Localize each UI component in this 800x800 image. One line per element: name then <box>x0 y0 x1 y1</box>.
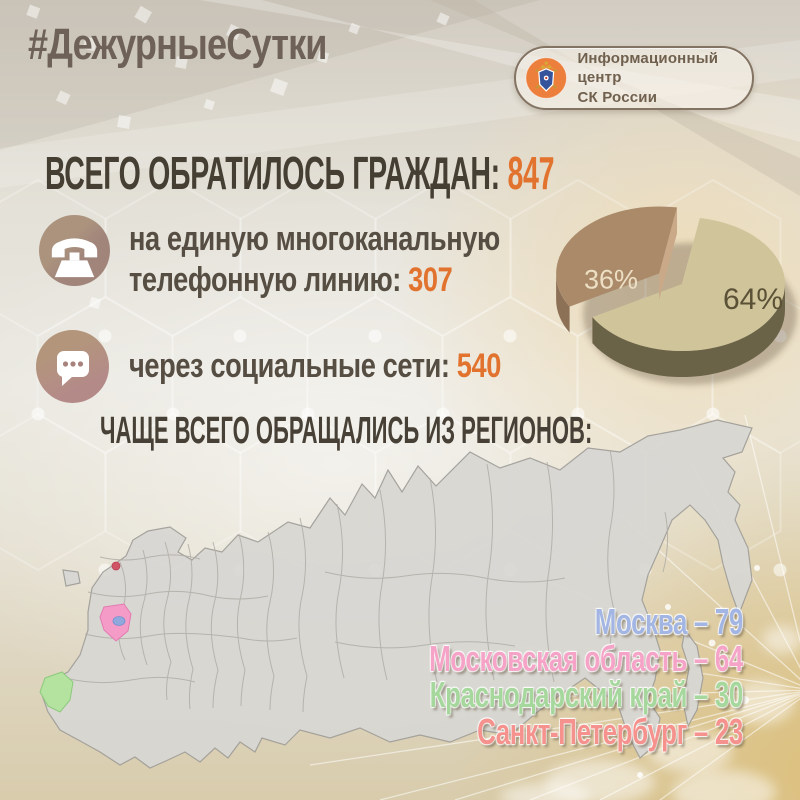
krasnodar-highlight <box>39 671 74 713</box>
sakhalin-island <box>681 628 704 728</box>
pie-slice-path <box>592 218 785 351</box>
pie-slice-path <box>556 206 677 307</box>
pie-chart-svg <box>556 206 797 385</box>
regions-heading: ЧАЩЕ ВСЕГО ОБРАЩАЛИСЬ ИЗ РЕГИОНОВ: <box>100 410 593 452</box>
badge-line1: Информационный центр <box>577 50 719 87</box>
total-label: ВСЕГО ОБРАТИЛОСЬ ГРАЖДАН: <box>45 147 500 199</box>
info-center-badge: Информационный центр СК России <box>514 46 754 110</box>
social-value: 540 <box>456 347 502 385</box>
hashtag-title: #ДежурныеСутки <box>28 20 327 69</box>
phone-stat: на единую многоканальную телефонную лини… <box>129 219 500 301</box>
spb-highlight <box>111 561 121 571</box>
badge-line2: СК России <box>577 88 658 106</box>
pie-chart: 64% 36% <box>553 190 800 410</box>
region-label-3: Краснодарский край – 30 <box>429 674 744 715</box>
russia-map <box>39 419 753 769</box>
kaliningrad-region <box>62 569 81 587</box>
light-blobs <box>500 626 800 800</box>
chat-icon <box>36 330 109 403</box>
region-label-2: Московская область – 64 <box>429 637 743 679</box>
social-label: через социальные сети: <box>129 347 450 385</box>
region-label-1: Москва – 79 <box>594 601 744 642</box>
pie-slice-path <box>592 284 785 378</box>
phone-value: 307 <box>408 261 453 299</box>
phone-line1: на единую многоканальную <box>129 220 500 258</box>
moscow-highlight <box>112 616 126 626</box>
square-confetti <box>26 4 450 310</box>
social-stat: через социальные сети: 540 <box>129 346 501 387</box>
phone-icon <box>39 215 110 286</box>
pie-slice-path <box>659 207 677 300</box>
pie-slice-path <box>556 273 570 333</box>
total-value: 847 <box>507 147 555 199</box>
sk-russia-emblem-icon <box>525 57 567 99</box>
pie-label-36%: 36% <box>583 264 639 295</box>
total-citizens-title: ВСЕГО ОБРАТИЛОСЬ ГРАЖДАН: 847 <box>45 146 554 200</box>
region-list: Москва – 79 Московская область – 64 Красно… <box>307 601 744 752</box>
phone-line2: телефонную линию: 307 <box>129 261 453 299</box>
pie-label-64%: 64% <box>722 283 784 316</box>
badge-text: Информационный центр СК России <box>577 49 752 107</box>
russia-mainland <box>41 419 753 769</box>
region-label-4: Санкт-Петербург – 23 <box>477 710 743 752</box>
